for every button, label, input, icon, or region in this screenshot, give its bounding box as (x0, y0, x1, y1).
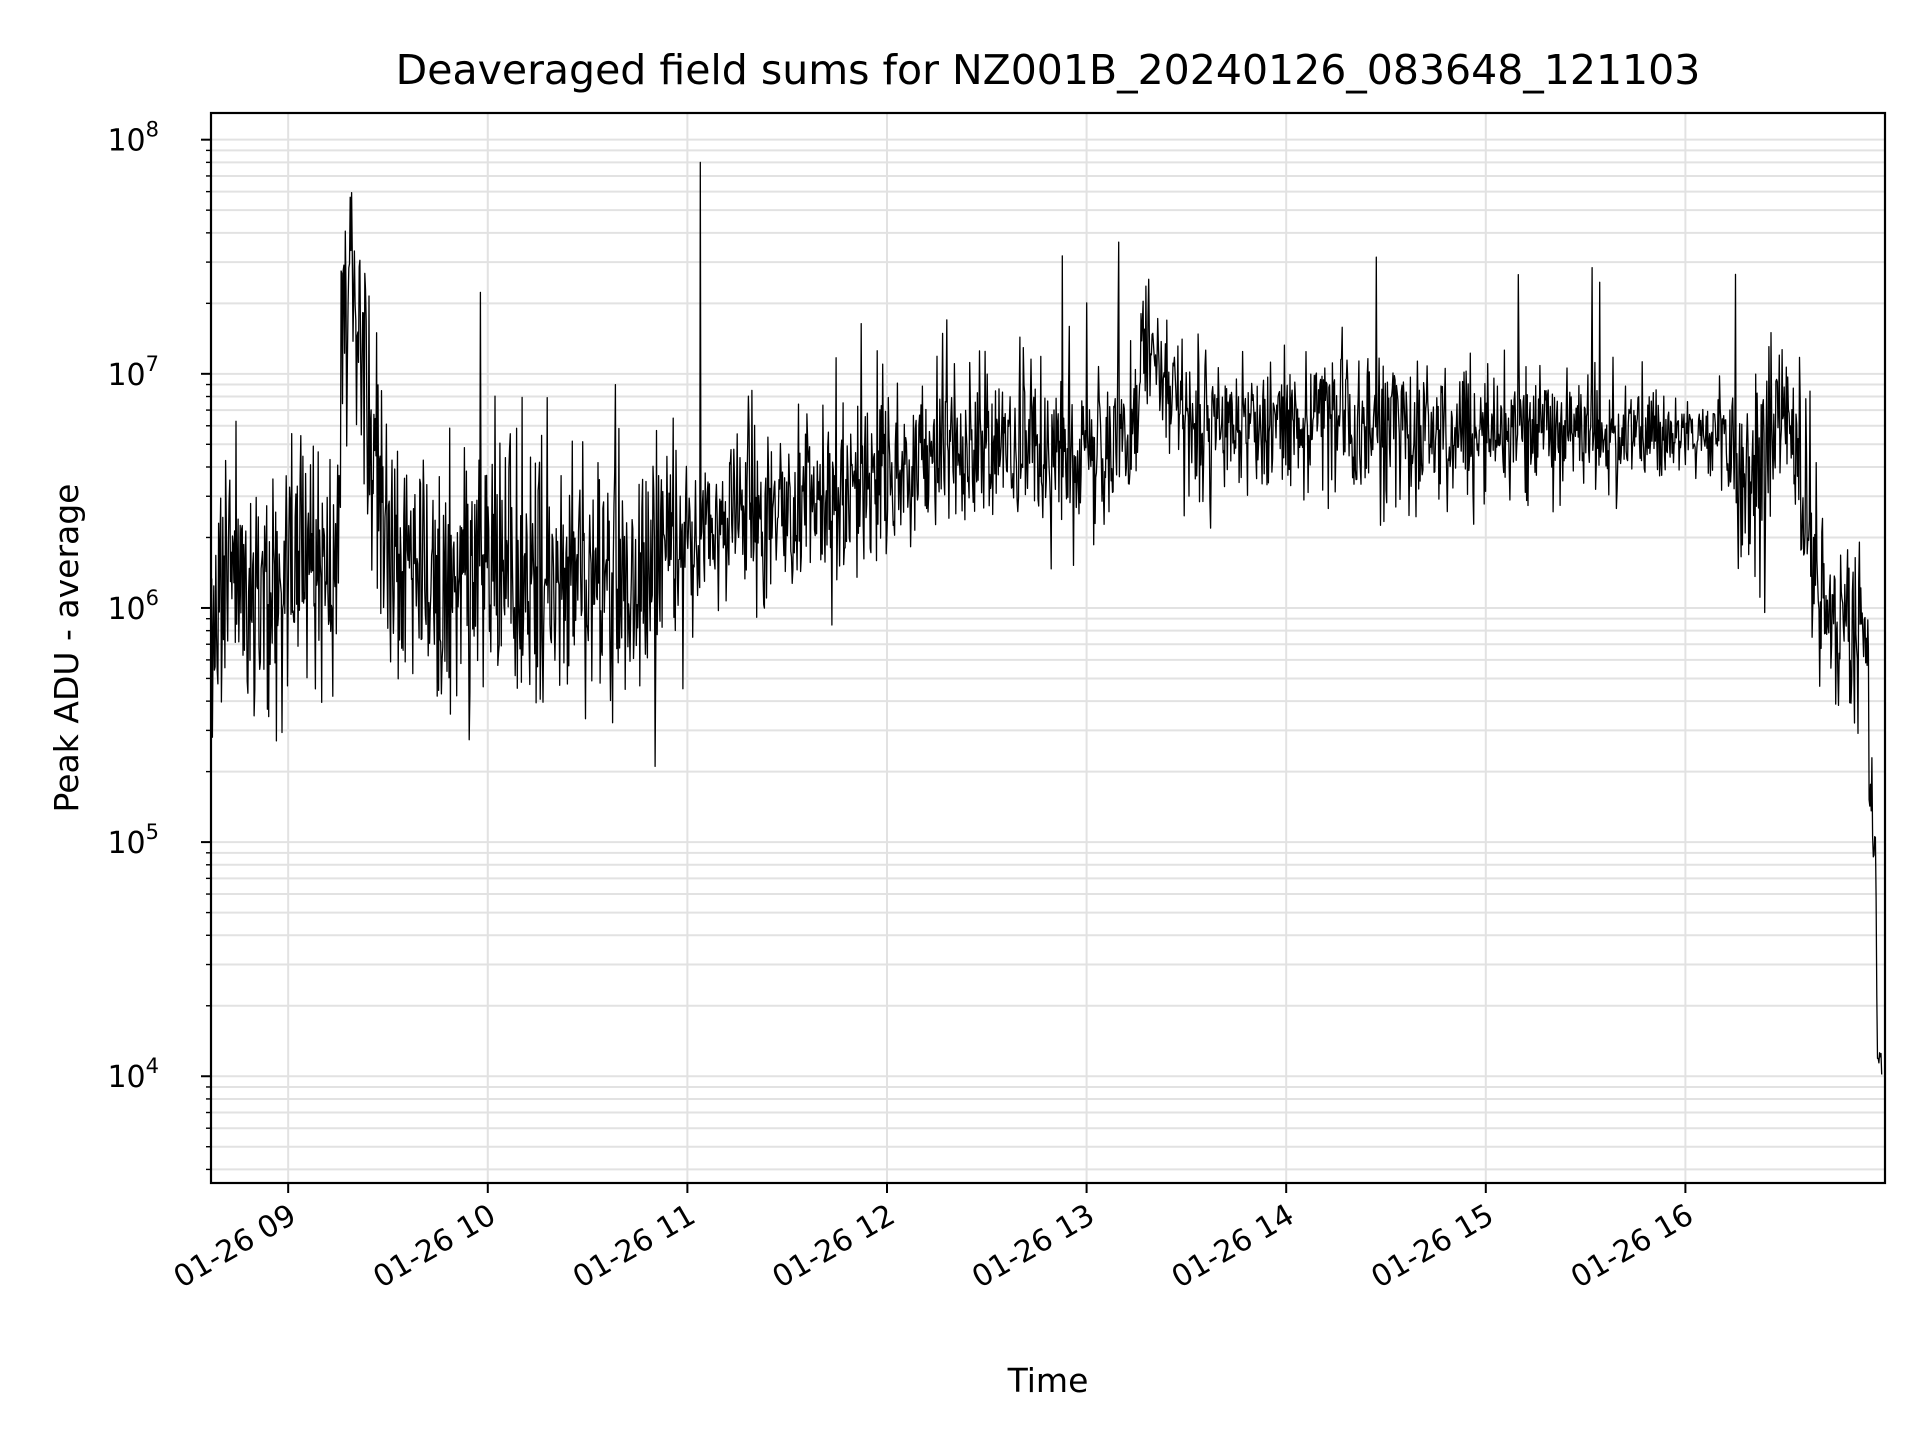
grid-layer (211, 113, 1885, 1183)
x-tick-label: 01-26 09 (168, 1198, 302, 1296)
x-tick-label: 01-26 15 (1365, 1198, 1499, 1296)
y-tick-label: 108 (107, 118, 159, 159)
x-tick-label: 01-26 12 (767, 1198, 901, 1296)
y-tick-label: 107 (107, 352, 159, 393)
data-layer (211, 161, 1883, 1075)
plot-frame (209, 111, 1887, 1185)
x-axis-title: Time (1007, 1361, 1089, 1400)
y-axis-title: Peak ADU - average (47, 484, 86, 813)
x-tick-label: 01-26 10 (367, 1198, 501, 1296)
x-tick-label: 01-26 16 (1565, 1198, 1699, 1296)
y-tick-label: 106 (107, 586, 159, 627)
x-tick-label: 01-26 13 (966, 1198, 1100, 1296)
x-tick-label: 01-26 14 (1166, 1198, 1300, 1296)
y-tick-label: 105 (107, 820, 159, 861)
data-series-line (211, 161, 1883, 1075)
y-tick-label: 104 (107, 1054, 159, 1095)
x-tick-label: 01-26 11 (567, 1198, 701, 1296)
chart-title: Deaveraged field sums for NZ001B_2024012… (396, 46, 1701, 94)
